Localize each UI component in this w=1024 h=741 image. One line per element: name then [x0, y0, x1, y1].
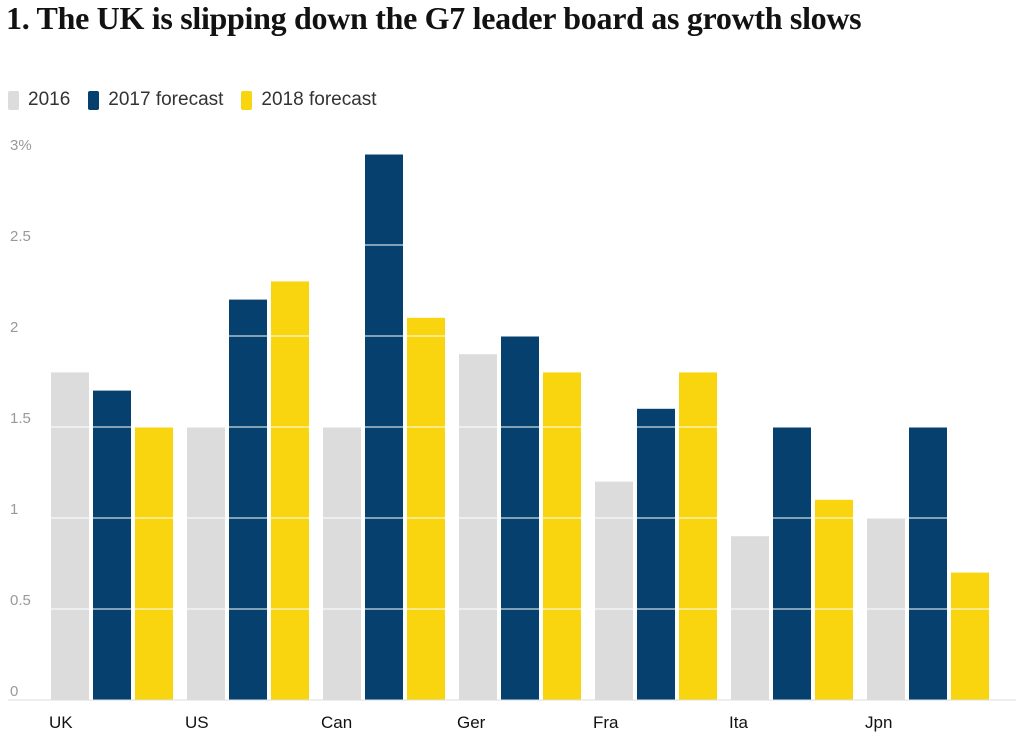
legend-item-2018-forecast: 2018 forecast — [241, 89, 377, 111]
bar-us-2016 — [187, 427, 225, 700]
y-tick-label: 2 — [10, 319, 18, 336]
bar-fra-2018-forecast — [679, 372, 717, 700]
y-tick-label: 1.5 — [10, 410, 31, 427]
y-tick-label: 2.5 — [10, 228, 31, 245]
bar-jpn-2018-forecast — [951, 572, 989, 700]
bar-us-2017-forecast — [229, 299, 267, 700]
legend-label-2016: 2016 — [28, 89, 71, 110]
category-label-can: Can — [321, 713, 352, 732]
bar-can-2016 — [323, 427, 361, 700]
bar-uk-2017-forecast — [93, 390, 131, 700]
legend-item-2017-forecast: 2017 forecast — [88, 89, 223, 111]
category-label-fra: Fra — [593, 713, 619, 732]
chart-legend: 2016 2017 forecast 2018 forecast — [8, 88, 395, 112]
x-axis-categories: UK US Can Ger Fra Ita Jpn — [49, 713, 892, 732]
bar-ger-2016 — [459, 354, 497, 700]
bar-ita-2016 — [731, 536, 769, 700]
chart-title: 1. The UK is slipping down the G7 leader… — [6, 0, 862, 36]
bar-can-2018-forecast — [407, 317, 445, 700]
bar-jpn-2017-forecast — [909, 427, 947, 700]
y-tick-label: 0.5 — [10, 592, 31, 609]
category-label-jpn: Jpn — [865, 713, 892, 732]
y-tick-label: 3% — [10, 137, 32, 154]
category-label-ger: Ger — [457, 713, 486, 732]
gridlines — [8, 153, 1016, 701]
category-label-uk: UK — [49, 713, 73, 732]
legend-swatch-2018-forecast — [241, 90, 253, 110]
bar-uk-2016 — [51, 372, 89, 700]
legend-item-2016: 2016 — [8, 89, 70, 111]
y-axis-ticks: 0 0.5 1 1.5 2 2.5 3% — [10, 137, 32, 700]
bar-us-2018-forecast — [271, 281, 309, 700]
category-label-us: US — [185, 713, 209, 732]
category-label-ita: Ita — [729, 713, 748, 732]
bar-ger-2018-forecast — [543, 372, 581, 700]
bar-uk-2018-forecast — [135, 427, 173, 700]
legend-swatch-2017-forecast — [88, 90, 100, 110]
legend-swatch-2016 — [8, 90, 19, 110]
legend-label-2018-forecast: 2018 forecast — [261, 89, 377, 110]
y-tick-label: 1 — [10, 501, 18, 518]
bar-ita-2018-forecast — [815, 499, 853, 700]
bar-fra-2016 — [595, 481, 633, 700]
y-tick-label: 0 — [10, 683, 18, 700]
bar-fra-2017-forecast — [637, 408, 675, 700]
legend-label-2017-forecast: 2017 forecast — [108, 89, 224, 110]
bar-ita-2017-forecast — [773, 427, 811, 700]
